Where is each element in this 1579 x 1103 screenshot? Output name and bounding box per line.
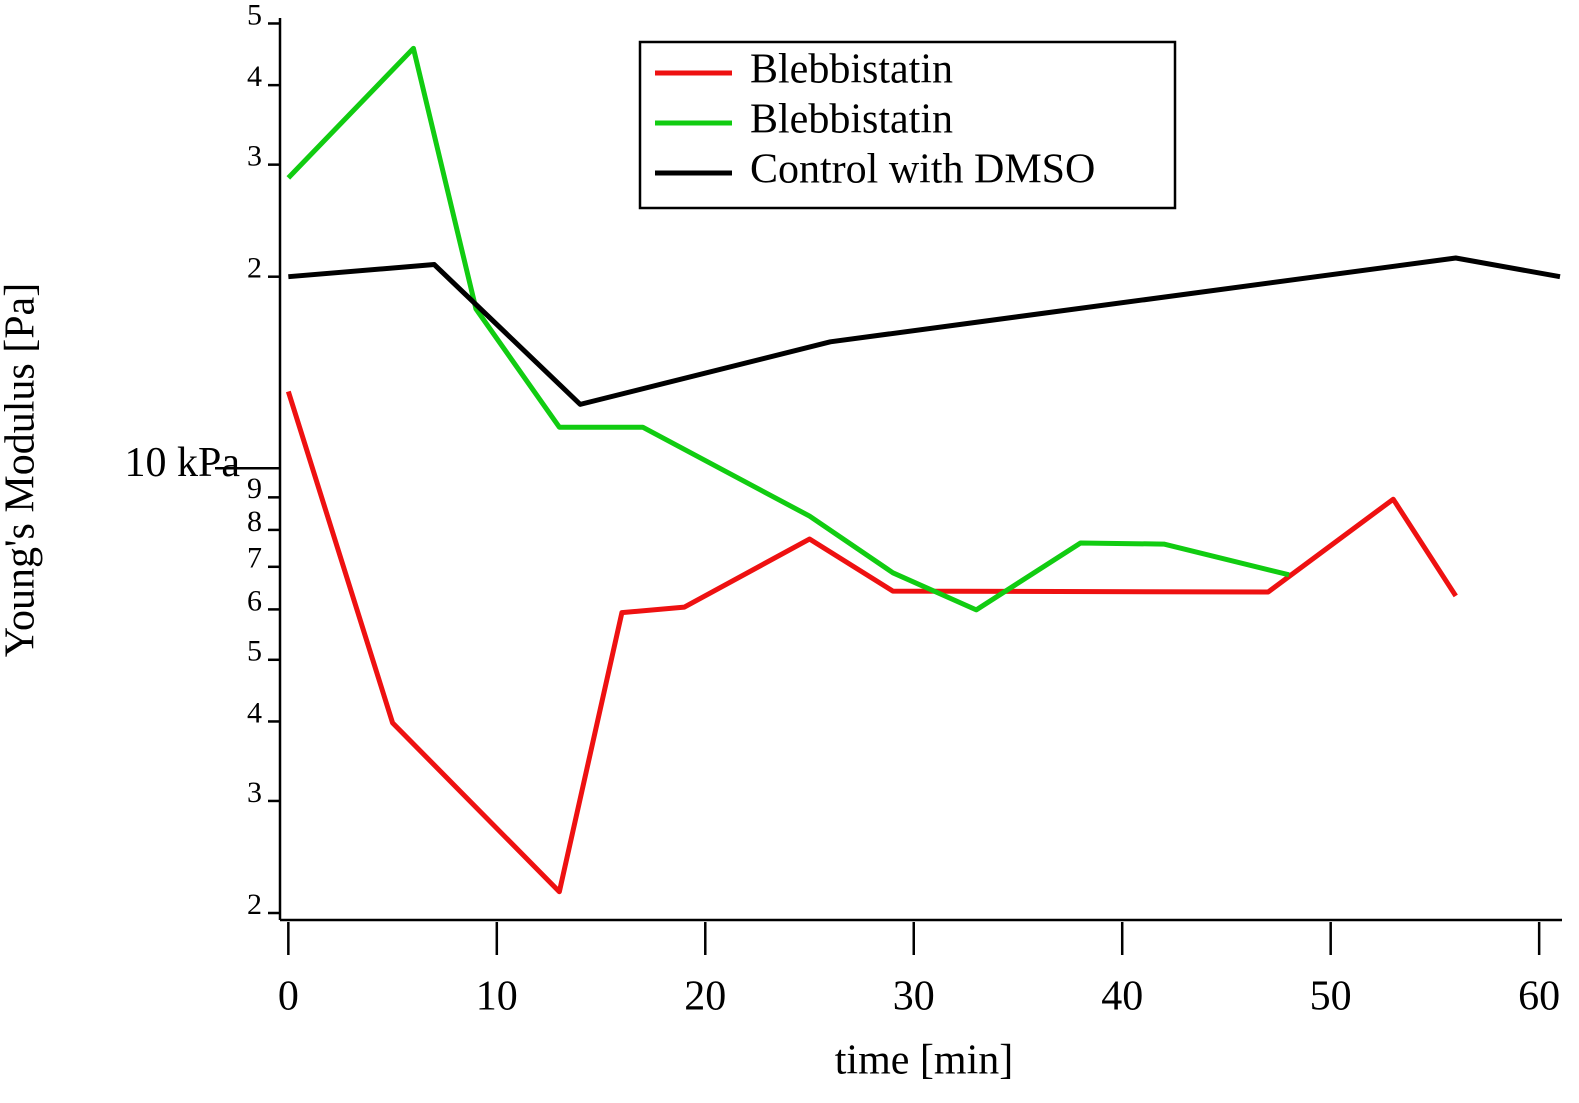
x-tick-label: 40 [1101, 974, 1143, 1020]
y-tick-label: 2 [247, 252, 262, 285]
y-tick-label: 5 [247, 0, 262, 31]
series-line [285, 390, 1458, 895]
y-tick-label: 2 [247, 888, 262, 921]
y-tick-label: 7 [247, 542, 262, 575]
legend-label: Blebbistatin [750, 47, 953, 93]
x-tick-label: 20 [684, 974, 726, 1020]
x-tick-label: 50 [1310, 974, 1352, 1020]
x-tick-label: 30 [893, 974, 935, 1020]
y-tick-label: 4 [247, 60, 262, 93]
y-tick-label: 9 [247, 472, 262, 505]
y-tick-label: 8 [247, 505, 262, 538]
y-axis-label: Young's Modulus [Pa] [0, 283, 44, 657]
x-tick-label: 0 [278, 974, 299, 1020]
x-axis-label: time [min] [835, 1038, 1013, 1084]
x-tick-label: 10 [476, 974, 518, 1020]
series-line [288, 255, 1561, 407]
y-tick-label: 3 [247, 140, 262, 173]
y-tick-label: 3 [247, 776, 262, 809]
y-tick-label: 10 kPa [125, 440, 241, 486]
legend-label: Blebbistatin [750, 97, 953, 143]
y-tick-label: 5 [247, 635, 262, 668]
series-line [286, 45, 1290, 613]
y-tick-label: 6 [247, 584, 262, 617]
x-tick-label: 60 [1518, 974, 1560, 1020]
y-tick-label: 4 [247, 696, 262, 729]
legend-label: Control with DMSO [750, 147, 1095, 193]
